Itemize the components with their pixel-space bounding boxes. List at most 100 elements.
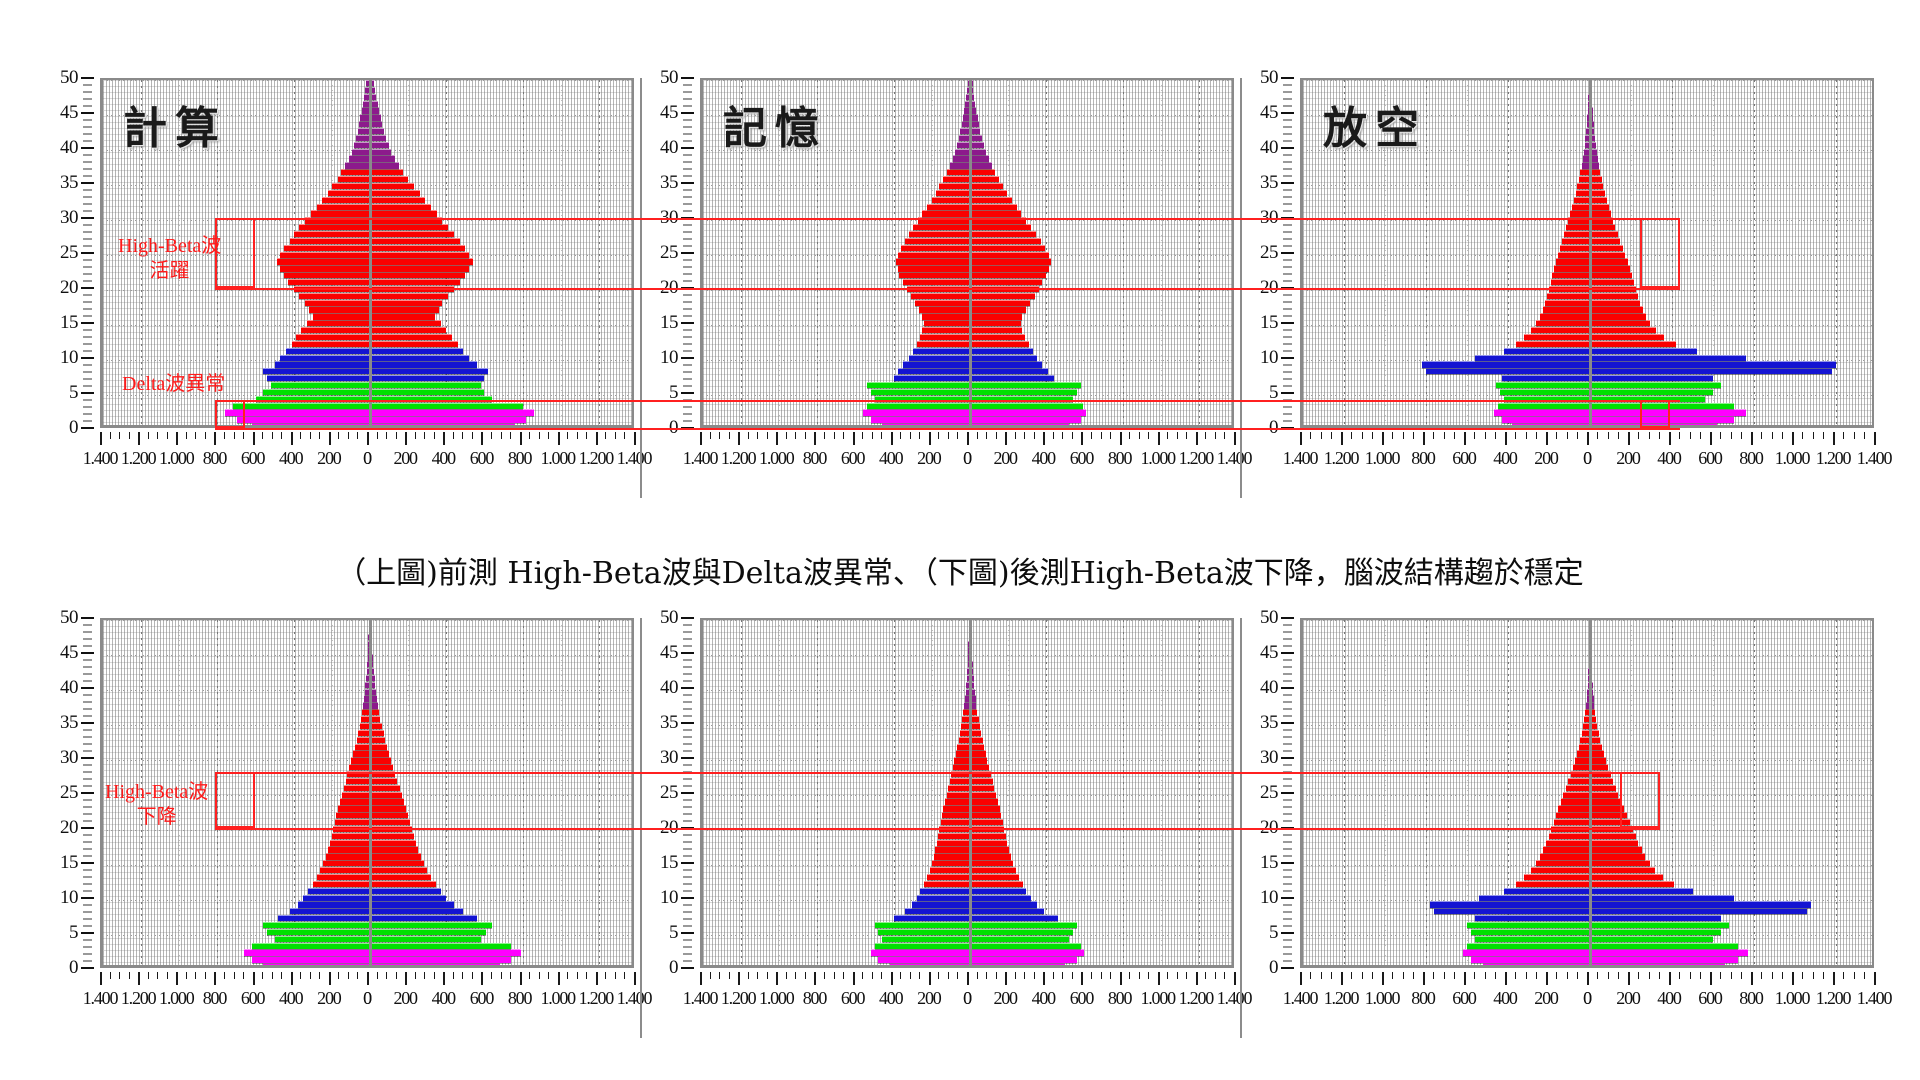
bar-left-31 xyxy=(353,750,370,757)
x-tick xyxy=(1138,972,1140,979)
bar-right-42 xyxy=(1590,134,1595,142)
y-tick-minor xyxy=(83,869,92,871)
bar-right-26 xyxy=(970,244,1046,251)
y-tick-minor xyxy=(1283,869,1292,871)
x-tick xyxy=(1607,432,1609,439)
x-tick-label: 1.200 xyxy=(720,988,757,1008)
plot-area: 放空 xyxy=(1300,78,1874,428)
y-tick-minor xyxy=(683,848,692,850)
bar-left-37 xyxy=(1580,169,1590,176)
y-tick-minor xyxy=(683,890,692,892)
y-tick-major xyxy=(1281,967,1294,969)
x-tick-label: 800 xyxy=(507,988,533,1008)
bar-right-42 xyxy=(370,134,387,142)
x-tick xyxy=(634,432,636,445)
x-tick-label: 200 xyxy=(393,448,418,468)
bar-right-33 xyxy=(970,196,1012,203)
bar-right-38 xyxy=(970,702,977,709)
x-tick xyxy=(1100,432,1102,439)
bar-right-6 xyxy=(1590,381,1722,389)
x-tick-label: 400 xyxy=(879,448,904,468)
annotation-line-delta-bottom xyxy=(215,428,1680,430)
bar-right-18 xyxy=(1590,839,1639,846)
x-tick xyxy=(1863,972,1865,979)
y-tick-minor xyxy=(1283,764,1292,766)
bar-right-36 xyxy=(370,176,409,183)
x-tick xyxy=(1071,972,1073,979)
grid-line-vertical xyxy=(103,80,104,425)
x-tick xyxy=(1005,972,1008,985)
x-tick-label: 1.200 xyxy=(120,988,157,1008)
y-tick-minor xyxy=(83,84,92,86)
y-tick-minor xyxy=(683,420,692,422)
x-tick xyxy=(1484,972,1486,979)
x-tick-label: 0 xyxy=(363,448,372,468)
x-tick-label: 600 xyxy=(1698,988,1723,1008)
x-tick xyxy=(1371,972,1373,979)
y-tick-minor xyxy=(683,729,692,731)
bar-right-10 xyxy=(970,894,1032,901)
x-tick xyxy=(1081,972,1084,985)
y-tick-minor xyxy=(683,175,692,177)
bar-right-34 xyxy=(1590,729,1599,737)
x-tick xyxy=(1205,432,1207,439)
bar-right-30 xyxy=(370,217,443,224)
bar-right-21 xyxy=(370,279,460,286)
bar-right-21 xyxy=(970,819,1003,826)
y-tick-major xyxy=(681,357,694,359)
x-tick xyxy=(1043,972,1046,985)
bar-right-5 xyxy=(970,388,1077,396)
y-tick-minor xyxy=(683,119,692,121)
bar-right-22 xyxy=(370,812,409,819)
y-tick-minor xyxy=(683,91,692,93)
y-tick-major xyxy=(81,967,94,969)
annotation-highbeta-active-line2: 活躍 xyxy=(149,260,190,282)
x-tick-label: 400 xyxy=(1031,988,1057,1008)
x-tick-label: 600 xyxy=(240,988,266,1008)
bar-right-15 xyxy=(370,320,441,327)
bar-left-46 xyxy=(367,647,370,654)
y-tick-label: 25 xyxy=(660,242,679,263)
bar-left-22 xyxy=(284,272,370,279)
bar-right-25 xyxy=(370,791,403,798)
y-tick-minor xyxy=(83,736,92,738)
y-axis: 0 5 10 15 20 25 30 35 40 45 50 xyxy=(48,67,100,438)
x-tick xyxy=(1214,432,1216,439)
x-tick xyxy=(271,972,273,979)
x-tick xyxy=(1771,972,1773,979)
bar-left-21 xyxy=(287,279,370,286)
x-tick-label: 600 xyxy=(1452,448,1477,468)
x-tick xyxy=(1535,432,1537,439)
y-tick-label: 15 xyxy=(60,312,79,333)
bar-right-4 xyxy=(370,935,481,942)
x-tick xyxy=(757,432,759,439)
x-tick xyxy=(1812,432,1814,439)
y-tick-minor xyxy=(683,406,692,408)
x-tick-label: 1.200 xyxy=(720,448,757,468)
bar-left-17 xyxy=(918,306,970,313)
y-tick-minor xyxy=(83,708,92,710)
bar-right-16 xyxy=(970,853,1012,860)
bar-left-17 xyxy=(1542,306,1590,313)
x-tick xyxy=(766,972,768,979)
bar-left-11 xyxy=(308,887,370,894)
x-tick xyxy=(376,432,378,439)
y-tick-label: 45 xyxy=(660,642,679,663)
bar-left-8 xyxy=(263,368,370,375)
bar-right-40 xyxy=(370,688,377,695)
x-tick xyxy=(185,432,187,439)
bar-left-33 xyxy=(958,736,970,743)
x-tick-label: 1.400 xyxy=(1282,448,1319,468)
bar-right-30 xyxy=(970,217,1027,224)
x-tick xyxy=(1751,432,1753,445)
bar-left-10 xyxy=(1479,894,1590,901)
bar-right-31 xyxy=(1590,750,1604,757)
y-tick-major xyxy=(1281,77,1294,79)
annotation-bracket-right-bottom xyxy=(1620,772,1660,828)
x-tick xyxy=(1464,432,1466,445)
x-tick xyxy=(909,972,911,979)
x-tick xyxy=(1546,432,1548,445)
y-tick-minor xyxy=(683,904,692,906)
y-tick-minor xyxy=(1283,708,1292,710)
y-tick-minor xyxy=(83,645,92,647)
